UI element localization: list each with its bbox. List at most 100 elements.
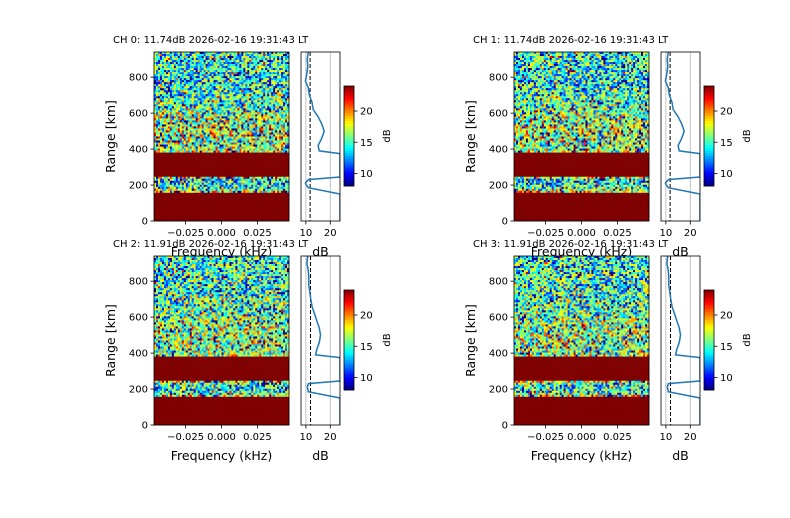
heatmap-cell: [281, 156, 284, 159]
heatmap-cell: [189, 144, 193, 147]
heatmap-cell: [171, 66, 175, 69]
heatmap-cell: [154, 92, 157, 95]
heatmap-cell: [169, 152, 173, 155]
heatmap-cell: [265, 156, 268, 159]
heatmap-cell: [219, 112, 222, 115]
heatmap-cell: [163, 64, 167, 67]
heatmap-cell: [189, 188, 193, 192]
heatmap-cell: [217, 72, 220, 75]
heatmap-cell: [187, 146, 191, 149]
heatmap-cell: [203, 56, 206, 59]
heatmap-cell: [175, 180, 179, 184]
heatmap-cell: [243, 110, 246, 113]
heatmap-cell: [265, 130, 268, 133]
heatmap-cell: [181, 110, 185, 113]
heatmap-cell: [237, 146, 240, 149]
heatmap-cell: [157, 80, 161, 83]
heatmap-cell: [185, 68, 189, 71]
heatmap-cell: [217, 74, 220, 77]
heatmap-cell: [273, 94, 276, 97]
heatmap-cell: [197, 78, 200, 81]
heatmap-cell: [213, 128, 216, 131]
heatmap-cell: [259, 182, 262, 186]
heatmap-cell: [187, 158, 191, 161]
heatmap-cell: [211, 158, 214, 161]
heatmap-cell: [173, 178, 177, 182]
heatmap-cell: [239, 124, 242, 127]
heatmap-cell: [255, 172, 258, 176]
heatmap-cell: [231, 130, 234, 133]
heatmap-cell: [259, 110, 262, 113]
heatmap-cell: [177, 108, 181, 111]
heatmap-cell: [173, 136, 177, 139]
heatmap-cell: [215, 96, 218, 99]
heatmap-cell: [191, 174, 195, 178]
heatmap-cell: [225, 148, 228, 151]
heatmap-cell: [257, 92, 260, 95]
heatmap-cell: [161, 176, 165, 180]
heatmap-cell: [154, 176, 157, 180]
heatmap-cell: [267, 56, 270, 59]
heatmap-cell: [197, 54, 200, 57]
heatmap-cell: [175, 186, 179, 190]
heatmap-cell: [251, 116, 254, 119]
heatmap-cell: [181, 188, 185, 192]
heatmap-cell: [197, 132, 200, 135]
heatmap-cell: [283, 176, 286, 180]
heatmap-cell: [271, 150, 274, 153]
heatmap-cell: [177, 110, 181, 113]
heatmap-cell: [237, 66, 240, 69]
heatmap-cell: [237, 170, 240, 174]
heatmap-cell: [207, 124, 210, 127]
heatmap-cell: [181, 96, 185, 99]
heatmap-cell: [171, 96, 175, 99]
heatmap-cell: [181, 98, 185, 101]
heatmap-cell: [213, 80, 216, 83]
heatmap-cell: [199, 74, 202, 77]
heatmap-cell: [205, 196, 208, 200]
heatmap-cell: [187, 192, 191, 196]
heatmap-cell: [163, 132, 167, 135]
heatmap-cell: [285, 122, 288, 125]
heatmap-cell: [209, 162, 212, 165]
heatmap-cell: [211, 84, 214, 87]
heatmap-cell: [265, 158, 268, 161]
heatmap-cell: [269, 54, 272, 57]
heatmap-cell: [201, 190, 204, 194]
heatmap-cell: [219, 62, 222, 65]
heatmap-cell: [239, 76, 242, 79]
heatmap-cell: [175, 174, 179, 178]
heatmap-cell: [249, 108, 252, 111]
heatmap-cell: [177, 76, 181, 79]
heatmap-cell: [249, 132, 252, 135]
heatmap-cell: [154, 172, 157, 176]
heatmap-cell: [195, 128, 198, 131]
heatmap-cell: [203, 98, 206, 101]
heatmap-cell: [181, 130, 185, 133]
heatmap-cell: [255, 72, 258, 75]
heatmap-cell: [255, 74, 258, 77]
heatmap-cell: [185, 152, 189, 155]
heatmap-cell: [207, 112, 210, 115]
heatmap-cell: [157, 72, 161, 75]
heatmap-cell: [245, 104, 248, 107]
heatmap-cell: [281, 64, 284, 67]
heatmap-cell: [243, 104, 246, 107]
heatmap-cell: [281, 126, 284, 129]
heatmap-cell: [191, 130, 195, 133]
heatmap-cell: [279, 112, 282, 115]
heatmap-cell: [201, 92, 204, 95]
heatmap-cell: [267, 70, 270, 73]
heatmap-cell: [269, 140, 272, 143]
heatmap-cell: [239, 168, 242, 171]
heatmap-cell: [235, 56, 238, 59]
heatmap-cell: [283, 152, 286, 155]
heatmap-cell: [167, 140, 171, 143]
heatmap-cell: [159, 168, 163, 171]
heatmap-cell: [263, 74, 266, 77]
heatmap-cell: [195, 126, 198, 129]
heatmap-cell: [239, 186, 242, 190]
heatmap-cell: [273, 52, 276, 55]
heatmap-cell: [233, 78, 236, 81]
